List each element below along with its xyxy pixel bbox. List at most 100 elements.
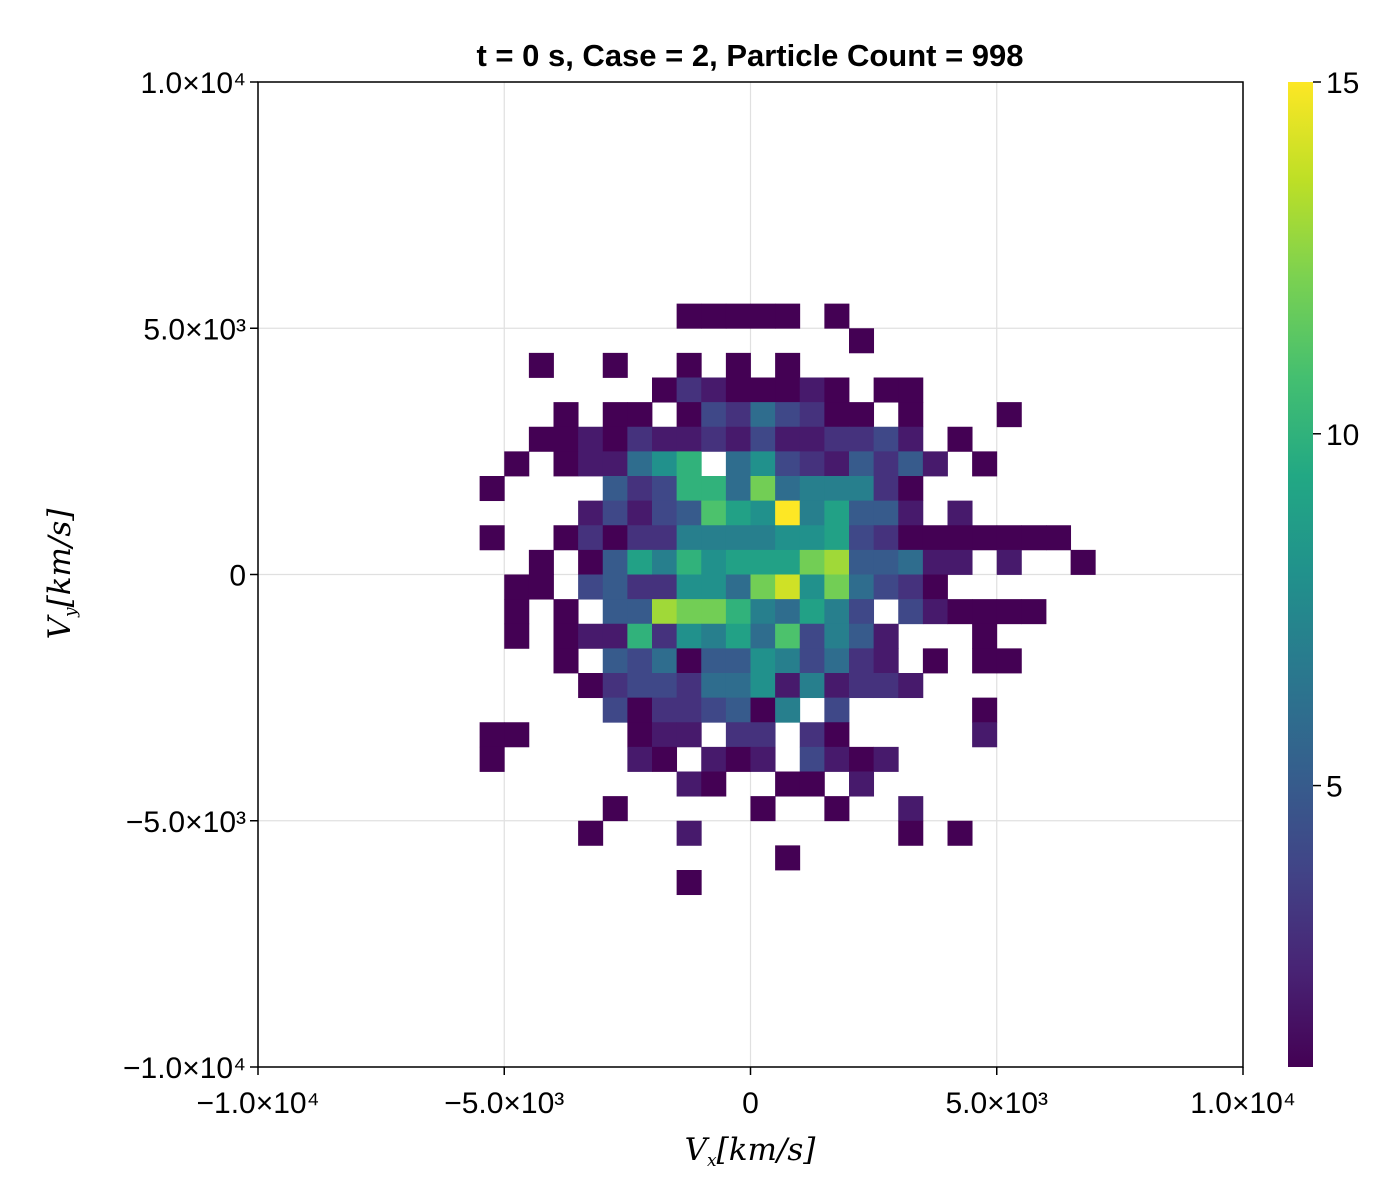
heatmap-cell <box>504 599 530 625</box>
heatmap-cell <box>701 402 727 428</box>
heatmap-cell <box>824 599 850 625</box>
heatmap-cell <box>898 599 924 625</box>
heatmap-cell <box>676 303 702 329</box>
heatmap-cell <box>652 426 678 452</box>
heatmap-cell <box>725 574 751 600</box>
colorbar-tick-label: 5 <box>1326 771 1343 804</box>
heatmap-cell <box>652 722 678 748</box>
heatmap-cell <box>996 525 1022 551</box>
heatmap-cell <box>824 500 850 526</box>
x-tick-label: 5.0×10³ <box>945 1087 1048 1120</box>
heatmap-cell <box>799 377 825 403</box>
heatmap-cell <box>627 500 653 526</box>
heatmap-cell <box>652 673 678 699</box>
heatmap-cell <box>750 402 776 428</box>
heatmap-cell <box>824 525 850 551</box>
heatmap-cell <box>676 623 702 649</box>
heatmap-cell <box>824 722 850 748</box>
heatmap-cell <box>578 820 604 846</box>
heatmap-cell <box>602 697 628 723</box>
heatmap-cell <box>898 402 924 428</box>
heatmap-cell <box>799 451 825 477</box>
heatmap-cell <box>652 648 678 674</box>
heatmap-cell <box>602 500 628 526</box>
heatmap-cell <box>824 402 850 428</box>
heatmap-cell <box>602 623 628 649</box>
heatmap-cell <box>799 746 825 772</box>
heatmap-cell <box>652 697 678 723</box>
heatmap-cell <box>972 525 998 551</box>
heatmap-cell <box>775 648 801 674</box>
heatmap-cell <box>652 623 678 649</box>
heatmap-cell <box>775 402 801 428</box>
heatmap-cell <box>849 648 875 674</box>
heatmap-cell <box>898 476 924 502</box>
heatmap-cell <box>972 599 998 625</box>
heatmap-cell <box>922 648 948 674</box>
heatmap-cell <box>972 623 998 649</box>
heatmap-cell <box>799 771 825 797</box>
heatmap-cell <box>996 549 1022 575</box>
heatmap-cell <box>898 500 924 526</box>
heatmap-cell <box>849 500 875 526</box>
heatmap-cell <box>528 549 554 575</box>
heatmap-cell <box>849 549 875 575</box>
heatmap-cell <box>799 673 825 699</box>
heatmap-cell <box>676 820 702 846</box>
heatmap-cell <box>602 426 628 452</box>
heatmap-cell <box>627 623 653 649</box>
x-tick-label: −1.0×10⁴ <box>196 1087 319 1120</box>
heatmap-cell <box>602 796 628 822</box>
heatmap-cell <box>775 451 801 477</box>
heatmap-cell <box>799 623 825 649</box>
heatmap-cell <box>873 623 899 649</box>
heatmap-cell <box>898 525 924 551</box>
heatmap-cell <box>578 525 604 551</box>
heatmap-cell <box>849 599 875 625</box>
heatmap-cell <box>676 525 702 551</box>
colorbar <box>1288 82 1313 1067</box>
heatmap-cell <box>725 426 751 452</box>
heatmap-cell <box>775 303 801 329</box>
heatmap-cell <box>602 352 628 378</box>
heatmap-cell <box>1021 525 1047 551</box>
heatmap-cell <box>972 722 998 748</box>
heatmap-cell <box>947 426 973 452</box>
heatmap-cell <box>553 451 579 477</box>
heatmap-cell <box>652 574 678 600</box>
heatmap-cell <box>824 697 850 723</box>
colorbar-tick-label: 15 <box>1326 67 1359 100</box>
heatmap-cell <box>775 599 801 625</box>
heatmap-cell <box>676 500 702 526</box>
heatmap-cell <box>725 451 751 477</box>
heatmap-cell <box>799 599 825 625</box>
y-axis-label: Vy[km/s] <box>42 508 81 640</box>
heatmap-cell <box>775 845 801 871</box>
heatmap-cell <box>873 746 899 772</box>
heatmap-cell <box>775 673 801 699</box>
x-axis-ticks: −1.0×10⁴ −5.0×10³ 0 5.0×10³ 1.0×10⁴ <box>196 1067 1296 1120</box>
heatmap-cell <box>898 673 924 699</box>
heatmap-cell <box>701 771 727 797</box>
heatmap-cell <box>479 722 505 748</box>
heatmap-cell <box>824 451 850 477</box>
heatmap-cell <box>725 402 751 428</box>
heatmap-cell <box>750 574 776 600</box>
heatmap-cell <box>750 599 776 625</box>
colorbar-tick-label: 10 <box>1326 419 1359 452</box>
heatmap-cell <box>578 451 604 477</box>
heatmap-cell <box>725 697 751 723</box>
heatmap-cell <box>873 476 899 502</box>
heatmap-cell <box>824 476 850 502</box>
heatmap-cell <box>627 722 653 748</box>
heatmap-cell <box>750 648 776 674</box>
heatmap-cell <box>849 476 875 502</box>
heatmap-cell <box>676 771 702 797</box>
heatmap-cell <box>676 377 702 403</box>
heatmap-cell <box>898 451 924 477</box>
heatmap-cell <box>725 722 751 748</box>
heatmap-cell <box>701 746 727 772</box>
heatmap-cell <box>799 525 825 551</box>
heatmap-cell <box>775 500 801 526</box>
heatmap-cell <box>775 771 801 797</box>
